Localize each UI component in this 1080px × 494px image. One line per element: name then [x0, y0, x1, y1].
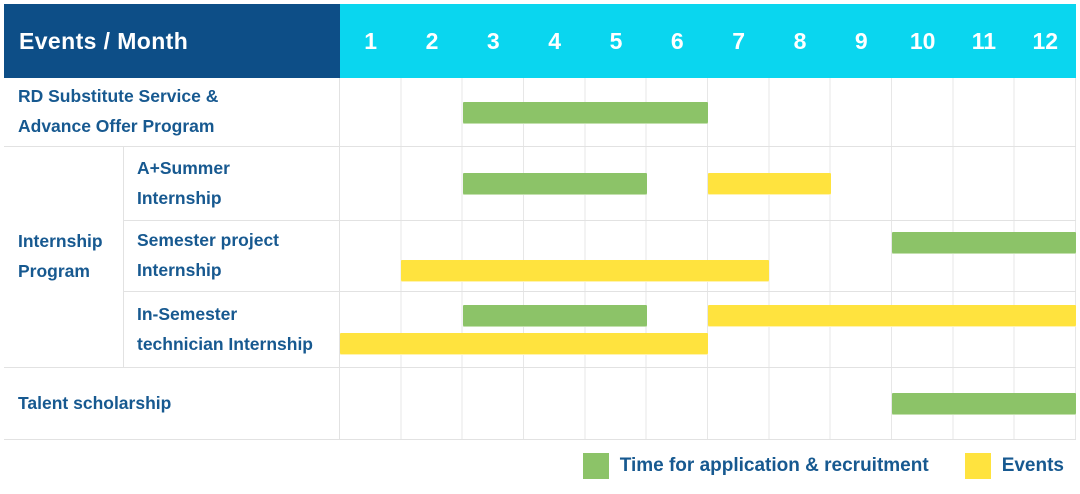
month-label-5: 5 — [609, 27, 623, 54]
month-label-8: 8 — [793, 27, 807, 54]
event-bar — [708, 305, 1076, 326]
row-rd-substitute-service: RD Substitute Service & Advance Offer Pr… — [4, 78, 1076, 147]
application-bar — [462, 305, 647, 326]
row-semester-project-internship: Semester project Internship — [124, 221, 1076, 292]
row-track — [340, 292, 1076, 367]
month-label-4: 4 — [548, 27, 562, 54]
application-bar — [892, 393, 1076, 414]
row-label: A+Summer Internship — [124, 147, 340, 220]
row-in-semester-technician-internship: In-Semester technician Internship — [124, 292, 1076, 367]
group-rows: A+Summer Internship Semester project Int… — [124, 147, 1076, 367]
month-label-11: 11 — [971, 27, 997, 54]
events-swatch-icon — [964, 453, 991, 479]
row-label: Talent scholarship — [4, 368, 340, 439]
row-track — [340, 368, 1076, 439]
bar-line — [340, 393, 1076, 414]
row-label: In-Semester technician Internship — [124, 292, 340, 367]
month-label-6: 6 — [670, 27, 684, 54]
bar-line — [340, 101, 1076, 123]
month-label-3: 3 — [486, 27, 500, 54]
month-label-1: 1 — [364, 27, 378, 54]
application-bar — [462, 101, 708, 123]
row-label: Semester project Internship — [124, 221, 340, 291]
bar-line — [340, 173, 1076, 194]
month-header-row: 1 2 3 4 5 6 7 8 9 10 11 12 — [340, 4, 1076, 78]
legend-item-events: Events — [964, 453, 1064, 479]
row-track — [340, 147, 1076, 220]
month-label-2: 2 — [425, 27, 439, 54]
bar-line — [340, 305, 1076, 326]
internship-program-group: Internship Program A+Summer Internship S… — [4, 147, 1076, 368]
application-bar — [462, 173, 647, 194]
month-label-10: 10 — [909, 27, 936, 54]
row-track — [340, 78, 1076, 146]
bar-line — [340, 231, 1076, 253]
row-track — [340, 221, 1076, 291]
event-bar — [340, 333, 708, 354]
group-label: Internship Program — [4, 147, 124, 367]
row-talent-scholarship: Talent scholarship — [4, 368, 1076, 440]
row-label: RD Substitute Service & Advance Offer Pr… — [4, 78, 340, 146]
bar-line — [340, 259, 1076, 281]
legend-item-application: Time for application & recruitment — [582, 453, 929, 479]
legend-label: Time for application & recruitment — [619, 455, 929, 476]
month-label-7: 7 — [732, 27, 746, 54]
legend: Time for application & recruitment Event… — [4, 440, 1076, 492]
application-swatch-icon — [582, 453, 609, 479]
events-month-header: Events / Month — [4, 4, 340, 78]
month-label-12: 12 — [1032, 27, 1059, 54]
event-bar — [708, 173, 831, 194]
month-label-9: 9 — [854, 27, 868, 54]
header-row: Events / Month 1 2 3 4 5 6 7 8 9 10 11 12 — [4, 4, 1076, 78]
event-bar — [401, 259, 770, 281]
application-bar — [892, 231, 1076, 253]
bar-line — [340, 333, 1076, 354]
row-a-plus-summer-internship: A+Summer Internship — [124, 147, 1076, 221]
legend-label: Events — [1001, 455, 1064, 476]
